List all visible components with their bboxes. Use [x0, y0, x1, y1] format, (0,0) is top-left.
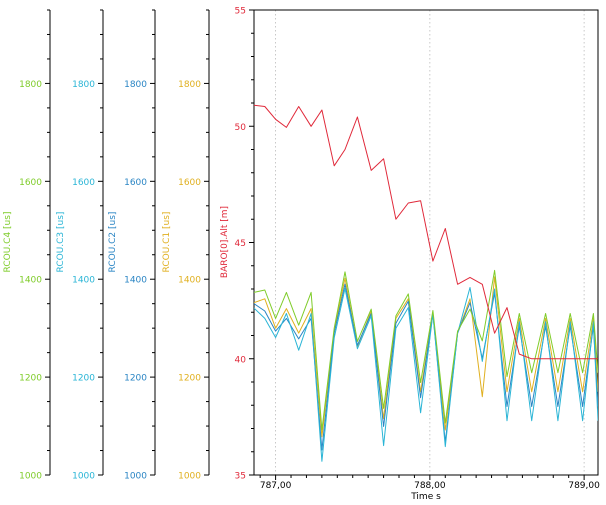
y-tick-label: 1000 [72, 472, 95, 482]
y-tick-label: 1800 [19, 80, 42, 90]
y-tick-label: 1200 [72, 374, 95, 384]
y-tick-label: 1200 [124, 374, 147, 384]
series-line-rcou-c1 [254, 276, 598, 438]
series-line-baro-0-alt [254, 104, 598, 360]
y-tick-label: 1400 [124, 276, 147, 286]
x-tick-label: 787,00 [260, 481, 292, 491]
series-line-rcou-c4 [254, 269, 598, 431]
y-tick-label: 1600 [178, 178, 201, 188]
y-tick-label: 50 [235, 123, 247, 133]
axis-title-baro: BARO[0].Alt [m] [220, 206, 230, 278]
y-tick-label: 1000 [124, 472, 147, 482]
x-tick-label: 788,00 [414, 481, 446, 491]
y-tick-label: 1800 [72, 80, 95, 90]
plot-frame [253, 9, 599, 476]
axis-title-rcou-c3: RCOU.C3 [us] [56, 212, 66, 273]
axis-title-rcou-c2: RCOU.C2 [us] [108, 212, 118, 273]
axis-title-rcou-c4: RCOU.C4 [us] [3, 212, 13, 273]
y-tick-label: 1800 [178, 80, 201, 90]
y-tick-label: 1600 [124, 178, 147, 188]
y-tick-label: 45 [235, 239, 246, 249]
y-tick-label: 1200 [19, 374, 42, 384]
y-tick-label: 35 [235, 472, 246, 482]
x-tick-label: 789,00 [568, 481, 600, 491]
y-tick-label: 40 [235, 355, 247, 365]
y-tick-label: 1200 [178, 374, 201, 384]
y-tick-label: 1600 [19, 178, 42, 188]
series-line-rcou-c3 [254, 287, 598, 462]
y-tick-label: 1000 [19, 472, 42, 482]
y-tick-label: 1000 [178, 472, 201, 482]
y-tick-label: 1400 [72, 276, 95, 286]
y-tick-label: 1600 [72, 178, 95, 188]
axis-title-rcou-c1: RCOU.C1 [us] [162, 212, 172, 273]
y-tick-label: 1400 [19, 276, 42, 286]
x-axis-title: Time s [410, 492, 441, 500]
y-tick-label: 1800 [124, 80, 147, 90]
y-tick-label: 1400 [178, 276, 201, 286]
y-tick-label: 55 [235, 7, 246, 17]
